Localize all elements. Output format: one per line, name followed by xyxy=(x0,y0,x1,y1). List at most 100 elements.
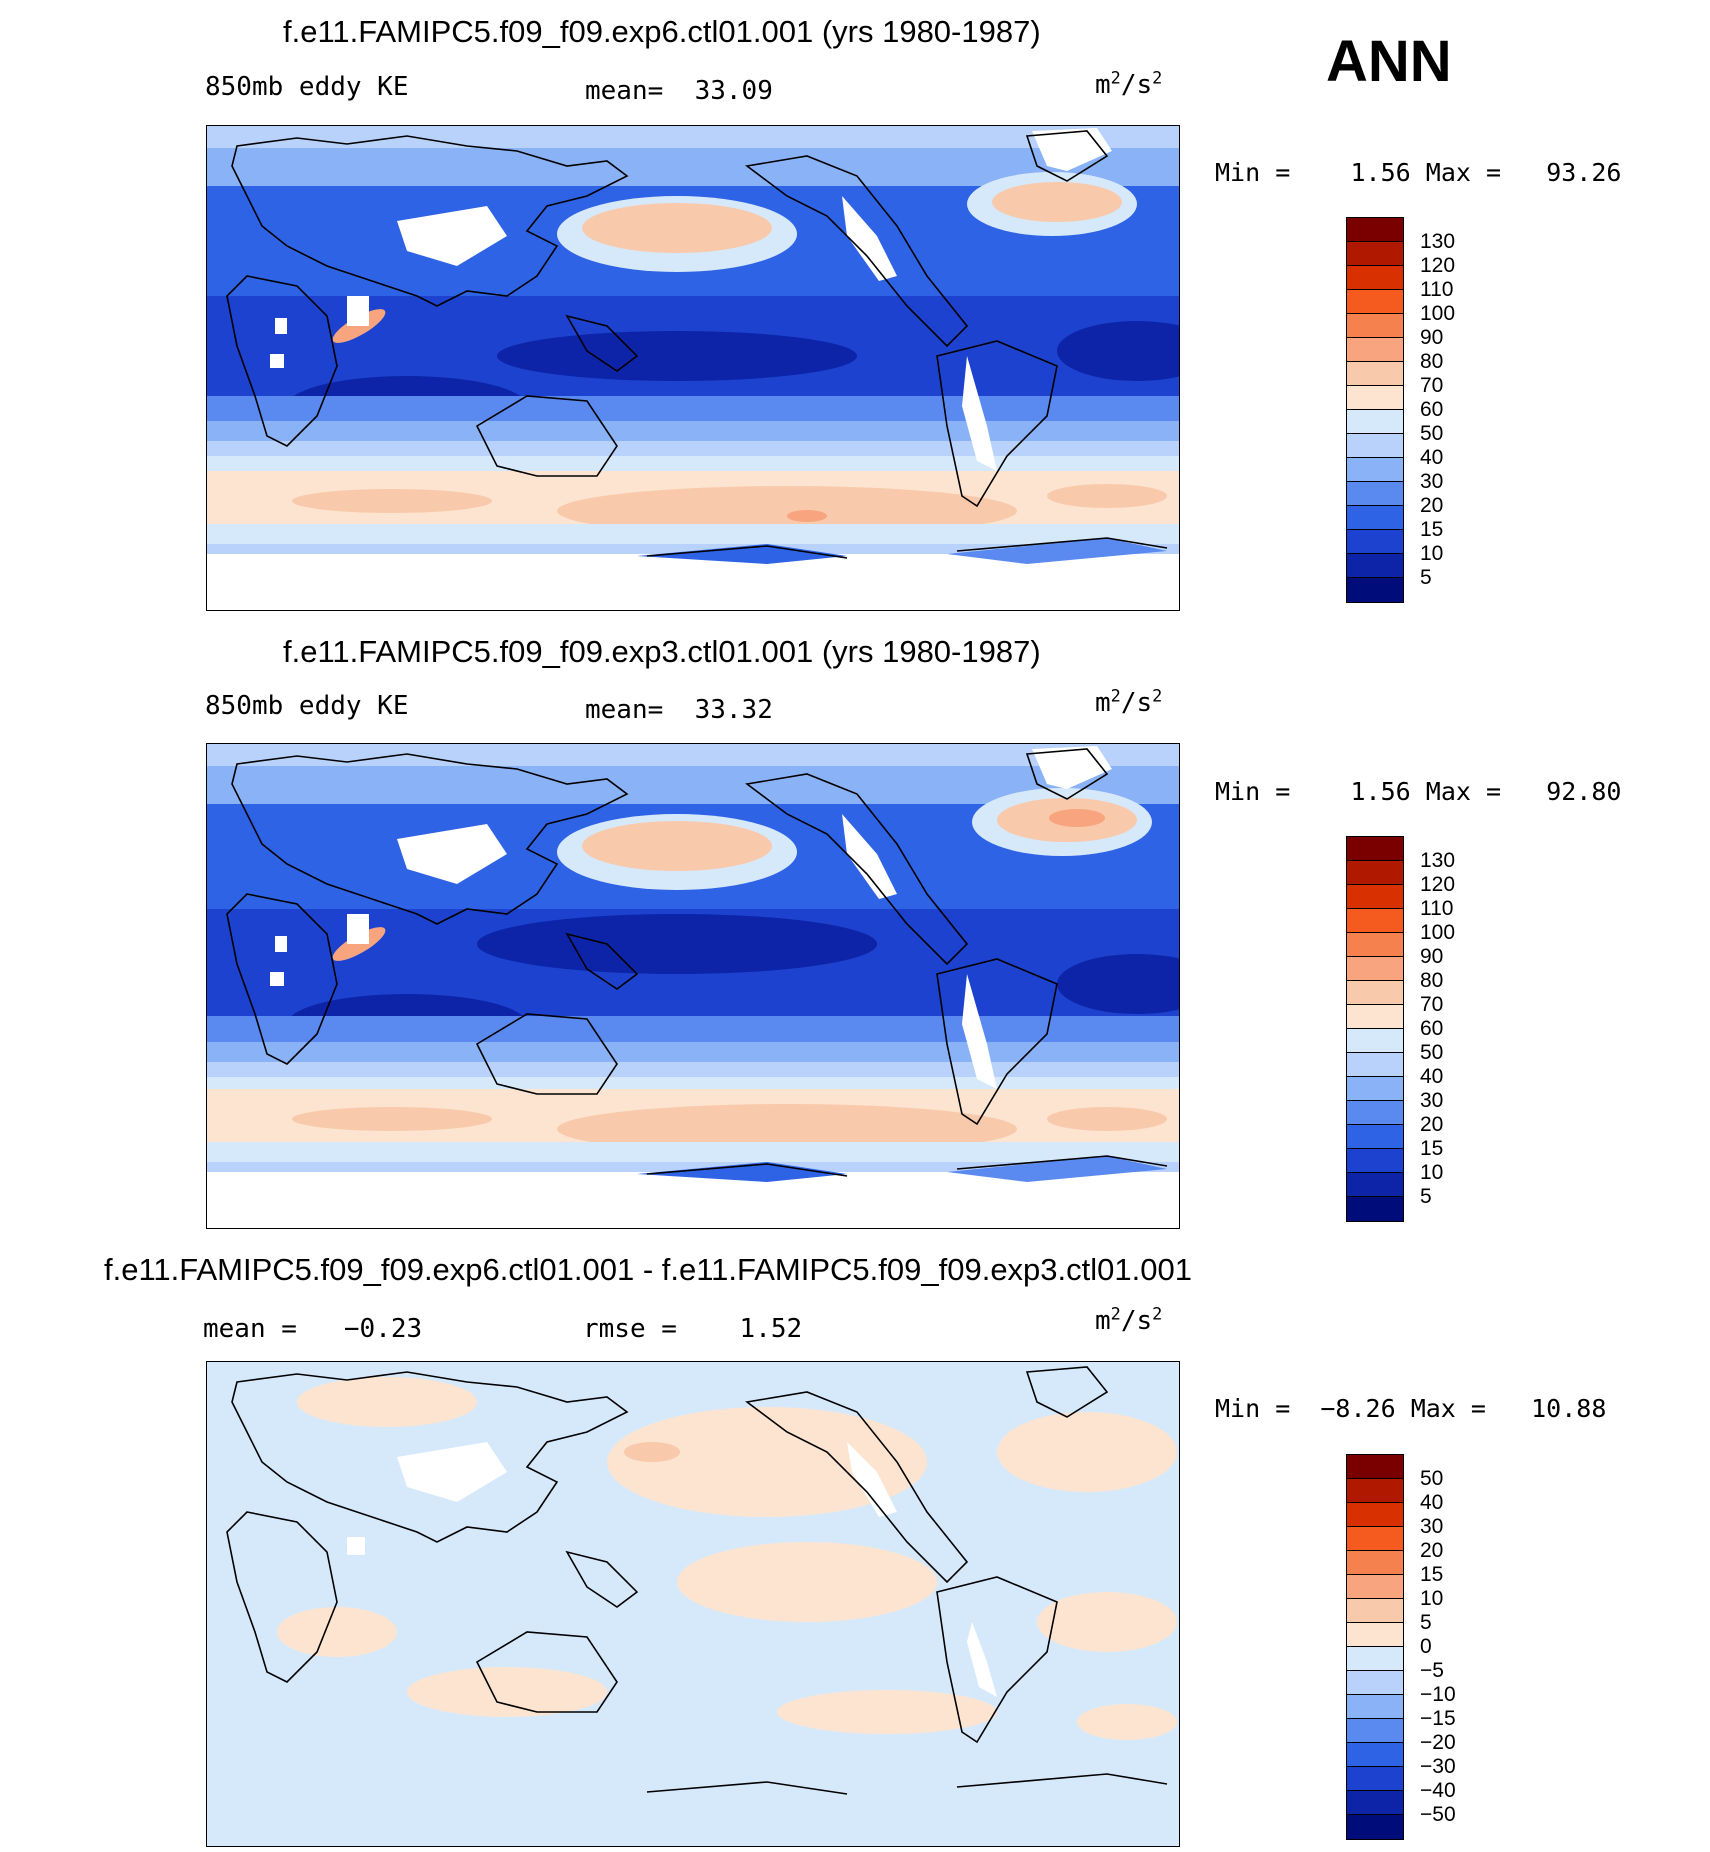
colorbar-swatch xyxy=(1347,1551,1403,1575)
colorbar-label: 30 xyxy=(1420,1515,1444,1538)
panel-2-units: m2/s2 xyxy=(1095,685,1163,718)
colorbar-swatch xyxy=(1347,957,1403,981)
colorbar-label: 120 xyxy=(1420,254,1456,277)
colorbar-label: 110 xyxy=(1420,278,1454,301)
colorbar-label: 40 xyxy=(1420,1491,1444,1514)
colorbar-swatch xyxy=(1347,290,1403,314)
panel-3-rmse: rmse = 1.52 xyxy=(583,1314,803,1344)
colorbar-swatch xyxy=(1347,578,1403,602)
colorbar-label: 5 xyxy=(1420,1185,1432,1208)
colorbar-swatch xyxy=(1347,1671,1403,1695)
colorbar-swatch xyxy=(1347,1173,1403,1197)
colorbar-swatch xyxy=(1347,1125,1403,1149)
colorbar-label: 40 xyxy=(1420,446,1444,469)
colorbar-label: 50 xyxy=(1420,422,1444,445)
colorbar-label: −40 xyxy=(1420,1779,1456,1802)
colorbar-swatch xyxy=(1347,506,1403,530)
colorbar-swatch xyxy=(1347,434,1403,458)
colorbar-label: 80 xyxy=(1420,350,1444,373)
colorbar-swatch xyxy=(1347,837,1403,861)
colorbar-label: 20 xyxy=(1420,494,1444,517)
colorbar-swatch xyxy=(1347,1149,1403,1173)
colorbar-swatch xyxy=(1347,554,1403,578)
colorbar-label: 10 xyxy=(1420,1587,1444,1610)
colorbar-label: 70 xyxy=(1420,993,1444,1016)
colorbar-swatch xyxy=(1347,861,1403,885)
colorbar-swatch xyxy=(1347,1197,1403,1221)
colorbar-swatch xyxy=(1347,386,1403,410)
colorbar-label: 30 xyxy=(1420,1089,1444,1112)
colorbar-label: 5 xyxy=(1420,1611,1432,1634)
colorbar-label: 60 xyxy=(1420,398,1444,421)
colorbar-swatch xyxy=(1347,1527,1403,1551)
panel-2-colorbar xyxy=(1346,836,1404,1222)
colorbar-swatch xyxy=(1347,1479,1403,1503)
colorbar-swatch xyxy=(1347,1503,1403,1527)
colorbar-label: 80 xyxy=(1420,969,1444,992)
colorbar-label: 40 xyxy=(1420,1065,1444,1088)
colorbar-swatch xyxy=(1347,338,1403,362)
colorbar-swatch xyxy=(1347,410,1403,434)
colorbar-swatch xyxy=(1347,1719,1403,1743)
colorbar-label: 120 xyxy=(1420,873,1456,896)
colorbar-swatch xyxy=(1347,1695,1403,1719)
panel-3-units: m2/s2 xyxy=(1095,1303,1163,1336)
colorbar-label: −15 xyxy=(1420,1707,1456,1730)
colorbar-swatch xyxy=(1347,458,1403,482)
panel-2-variable-label: 850mb eddy KE xyxy=(205,691,409,721)
colorbar-label: 50 xyxy=(1420,1467,1444,1490)
colorbar-label: 60 xyxy=(1420,1017,1444,1040)
colorbar-swatch xyxy=(1347,314,1403,338)
colorbar-label: 30 xyxy=(1420,470,1444,493)
colorbar-label: 130 xyxy=(1420,230,1456,253)
colorbar-swatch xyxy=(1347,1647,1403,1671)
panel-3-minmax: Min = −8.26 Max = 10.88 xyxy=(1215,1394,1607,1423)
colorbar-swatch xyxy=(1347,218,1403,242)
colorbar-label: −20 xyxy=(1420,1731,1456,1754)
panel-3-colorbar xyxy=(1346,1454,1404,1840)
colorbar-swatch xyxy=(1347,242,1403,266)
colorbar-label: −10 xyxy=(1420,1683,1456,1706)
colorbar-swatch xyxy=(1347,1053,1403,1077)
panel-3-title: f.e11.FAMIPC5.f09_f09.exp6.ctl01.001 - f… xyxy=(104,1252,1192,1287)
panel-1-map xyxy=(206,125,1180,611)
colorbar-swatch xyxy=(1347,266,1403,290)
colorbar-label: 100 xyxy=(1420,302,1456,325)
colorbar-label: 10 xyxy=(1420,1161,1444,1184)
colorbar-swatch xyxy=(1347,1455,1403,1479)
colorbar-label: 15 xyxy=(1420,1137,1444,1160)
colorbar-swatch xyxy=(1347,885,1403,909)
colorbar-label: 20 xyxy=(1420,1113,1444,1136)
colorbar-label: 15 xyxy=(1420,1563,1444,1586)
colorbar-label: −30 xyxy=(1420,1755,1456,1778)
colorbar-label: 100 xyxy=(1420,921,1456,944)
colorbar-swatch xyxy=(1347,1767,1403,1791)
colorbar-swatch xyxy=(1347,1623,1403,1647)
panel-2-map xyxy=(206,743,1180,1229)
panel-2-minmax: Min = 1.56 Max = 92.80 xyxy=(1215,777,1622,806)
colorbar-label: 50 xyxy=(1420,1041,1444,1064)
colorbar-swatch xyxy=(1347,933,1403,957)
colorbar-label: 15 xyxy=(1420,518,1444,541)
panel-1-title: f.e11.FAMIPC5.f09_f09.exp6.ctl01.001 (yr… xyxy=(283,14,1041,49)
colorbar-swatch xyxy=(1347,362,1403,386)
colorbar-swatch xyxy=(1347,909,1403,933)
panel-1-units: m2/s2 xyxy=(1095,67,1163,100)
colorbar-swatch xyxy=(1347,981,1403,1005)
colorbar-label: 70 xyxy=(1420,374,1444,397)
colorbar-label: 90 xyxy=(1420,326,1444,349)
colorbar-swatch xyxy=(1347,1029,1403,1053)
colorbar-label: 90 xyxy=(1420,945,1444,968)
panel-1-mean: mean= 33.09 xyxy=(585,76,773,106)
colorbar-label: 20 xyxy=(1420,1539,1444,1562)
panel-1-minmax: Min = 1.56 Max = 93.26 xyxy=(1215,158,1622,187)
panel-1-colorbar xyxy=(1346,217,1404,603)
panel-2-title: f.e11.FAMIPC5.f09_f09.exp3.ctl01.001 (yr… xyxy=(283,634,1041,669)
colorbar-swatch xyxy=(1347,1743,1403,1767)
colorbar-label: 10 xyxy=(1420,542,1444,565)
colorbar-swatch xyxy=(1347,1815,1403,1839)
colorbar-label: −5 xyxy=(1420,1659,1444,1682)
colorbar-swatch xyxy=(1347,1599,1403,1623)
panel-3-map xyxy=(206,1361,1180,1847)
colorbar-swatch xyxy=(1347,1101,1403,1125)
